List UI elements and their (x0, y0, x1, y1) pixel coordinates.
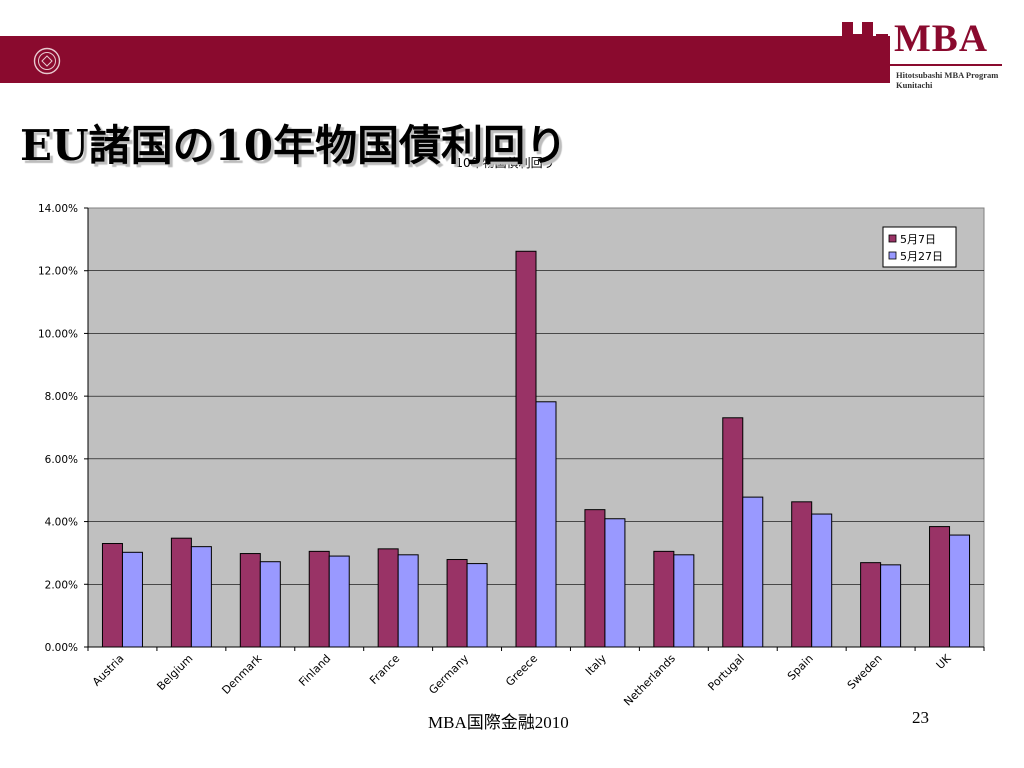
y-tick-label: 14.00% (38, 203, 78, 215)
x-tick-label: France (367, 652, 402, 687)
logo-subtitle: Hitotsubashi MBA Program (896, 70, 999, 80)
x-tick-label: Italy (583, 652, 609, 678)
x-tick-label: Netherlands (621, 652, 678, 709)
legend: 5月7日 5月27日 (882, 226, 957, 268)
y-tick-label: 10.00% (38, 328, 78, 340)
y-tick-label: 2.00% (45, 579, 78, 591)
y-tick-label: 0.00% (45, 642, 78, 654)
mba-logo: MBA Hitotsubashi MBA Program Kunitachi (840, 14, 1010, 90)
logo-text: MBA (894, 17, 988, 60)
logo-divider (890, 64, 1002, 66)
bar-spain-series-2 (811, 513, 833, 648)
legend-swatch (888, 234, 897, 243)
bar-france-series-2 (397, 554, 419, 648)
bar-uk-series-2 (949, 534, 971, 648)
x-tick-label: Austria (90, 652, 127, 689)
header-band (0, 36, 890, 83)
bars (101, 250, 971, 648)
bar-austria-series-1 (101, 543, 123, 648)
legend-label: 5月27日 (900, 250, 943, 263)
x-tick-label: Sweden (845, 652, 885, 692)
bar-spain-series-1 (791, 501, 813, 648)
footer-text: MBA国際金融2010 (428, 713, 569, 732)
y-tick-label: 4.00% (45, 517, 78, 529)
x-axis: Austria Belgium Denmark Finland France German… (87, 646, 985, 709)
chart-title: 10年物国債利回り (455, 155, 554, 170)
x-tick-label: Greece (503, 652, 540, 689)
slide-title: EU諸国の10年物国債利回り (20, 121, 568, 170)
bar-italy-series-1 (584, 509, 606, 648)
x-tick-label: Denmark (219, 651, 264, 696)
bar-sweden-series-2 (880, 564, 902, 648)
bar-italy-series-2 (604, 518, 626, 648)
bar-finland-series-1 (308, 550, 330, 648)
x-tick-label: Spain (785, 652, 816, 683)
y-axis: 0.00% 2.00% 4.00% 6.00% 8.00% 10.00% 12.00% 14.… (38, 203, 89, 654)
y-tick-label: 12.00% (38, 266, 78, 278)
bar-belgium-series-1 (170, 537, 192, 648)
y-tick-label: 8.00% (45, 391, 78, 403)
x-tick-label: UK (934, 651, 955, 672)
x-tick-label: Finland (296, 652, 333, 689)
logo-location: Kunitachi (896, 80, 933, 90)
y-tick-label: 6.00% (45, 454, 78, 466)
bar-belgium-series-2 (190, 546, 212, 648)
hitotsubashi-mark-icon (842, 22, 888, 56)
bar-netherlands-series-1 (653, 550, 675, 648)
x-tick-label: Belgium (154, 652, 195, 693)
bar-greece-series-1 (515, 250, 537, 648)
bar-netherlands-series-2 (673, 554, 695, 648)
legend-swatch (888, 251, 897, 260)
legend-label: 5月7日 (900, 233, 936, 246)
bar-austria-series-2 (121, 551, 143, 648)
page-number: 23 (912, 708, 929, 727)
bar-germany-series-1 (446, 559, 468, 648)
bar-finland-series-2 (328, 555, 350, 648)
bar-germany-series-2 (466, 563, 488, 648)
x-tick-label: Portugal (705, 652, 746, 693)
bar-france-series-1 (377, 548, 399, 648)
bar-greece-series-2 (535, 401, 557, 648)
legend-box (882, 226, 957, 268)
x-tick-label: Germany (426, 652, 471, 697)
university-seal-icon (33, 47, 61, 75)
bar-portugal-series-1 (722, 417, 744, 648)
bar-uk-series-1 (929, 526, 951, 648)
bar-denmark-series-2 (259, 561, 281, 648)
bar-portugal-series-2 (742, 496, 764, 648)
bar-denmark-series-1 (239, 553, 261, 648)
bar-sweden-series-1 (860, 562, 882, 648)
